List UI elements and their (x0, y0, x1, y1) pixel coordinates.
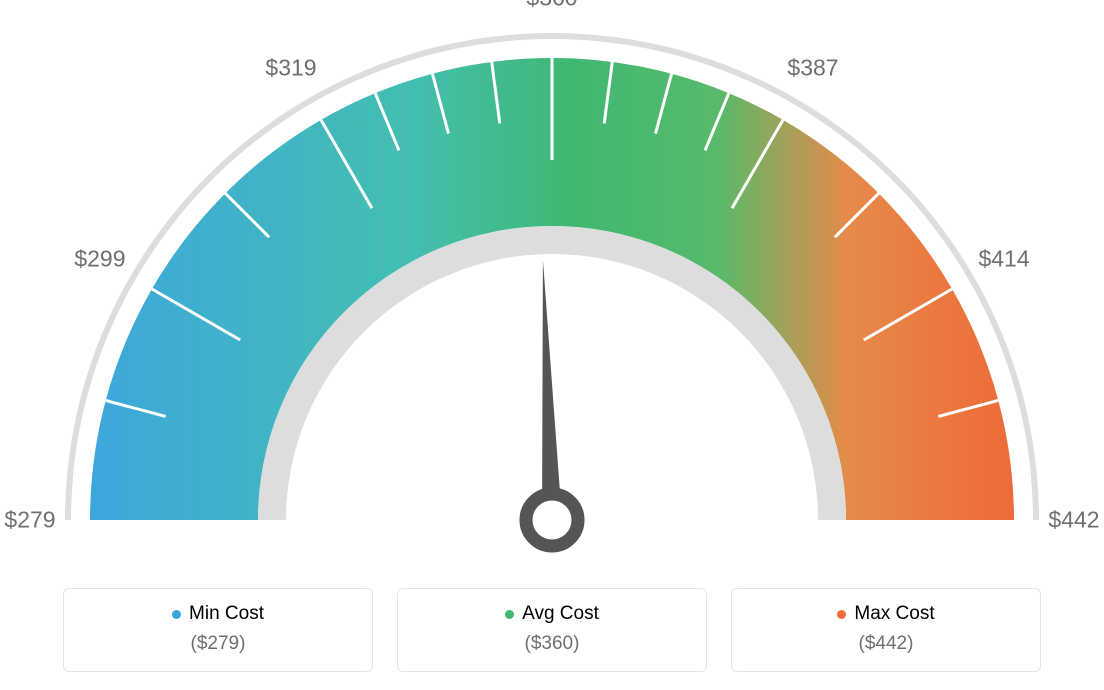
legend-max-value: ($442) (742, 633, 1030, 655)
gauge-tick-label: $299 (74, 246, 125, 273)
legend-avg-card: Avg Cost ($360) (397, 588, 707, 672)
gauge-tick-label: $414 (978, 246, 1029, 273)
gauge-hub (526, 494, 578, 546)
legend-max-title: Max Cost (837, 603, 934, 625)
cost-gauge-container: $279 $299 $319 $360 $387 $414 $442 Min Cost ($… (0, 0, 1104, 690)
dot-icon (505, 610, 514, 619)
gauge-tick-label: $387 (787, 54, 838, 81)
legend-row: Min Cost ($279) Avg Cost ($360) Max Cost… (63, 588, 1041, 672)
legend-min-title: Min Cost (172, 603, 264, 625)
legend-min-label: Min Cost (189, 603, 264, 625)
legend-min-value: ($279) (74, 633, 362, 655)
legend-avg-value: ($360) (408, 633, 696, 655)
legend-avg-label: Avg Cost (522, 603, 599, 625)
gauge-tick-label: $279 (4, 507, 55, 534)
legend-min-card: Min Cost ($279) (63, 588, 373, 672)
gauge-tick-label: $442 (1048, 507, 1099, 534)
legend-max-label: Max Cost (854, 603, 934, 625)
gauge-tick-label: $360 (526, 0, 577, 12)
gauge-needle (542, 260, 562, 520)
legend-avg-title: Avg Cost (505, 603, 599, 625)
dot-icon (837, 610, 846, 619)
legend-max-card: Max Cost ($442) (731, 588, 1041, 672)
dot-icon (172, 610, 181, 619)
gauge-chart: $279 $299 $319 $360 $387 $414 $442 (0, 0, 1104, 560)
gauge-tick-label: $319 (265, 54, 316, 81)
